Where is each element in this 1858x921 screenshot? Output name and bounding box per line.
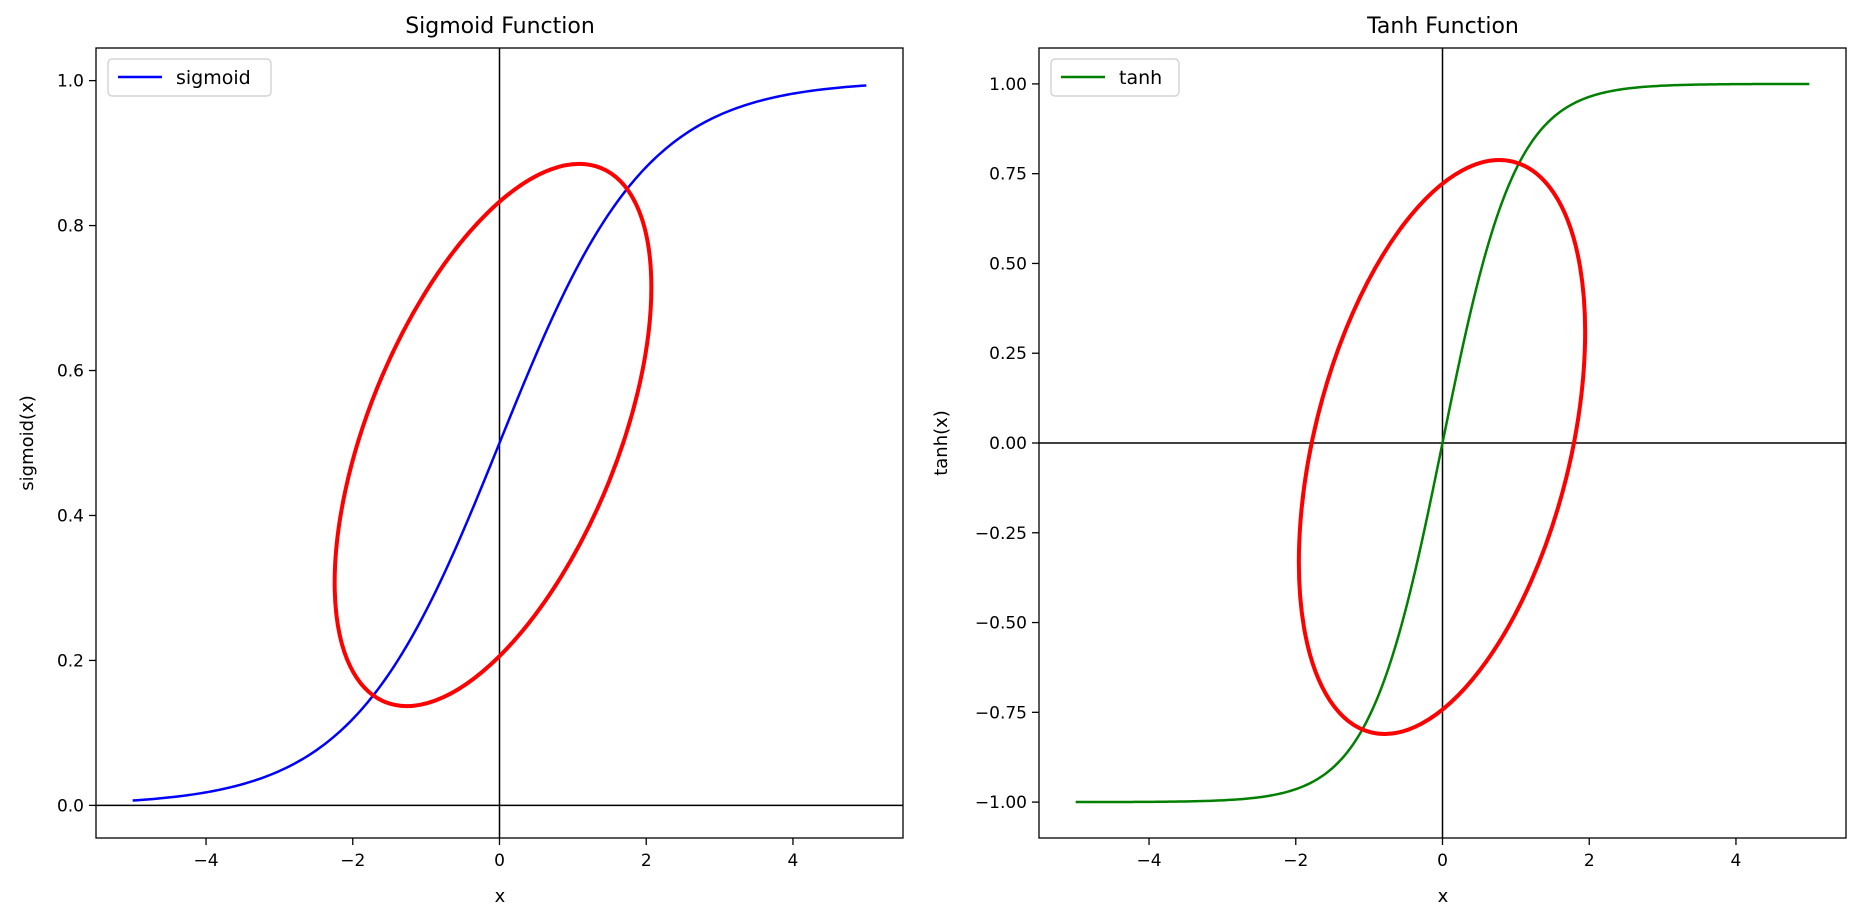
y-tick-label: 0.0 [57, 796, 84, 816]
legend-box [107, 58, 272, 97]
highlight-ellipse [332, 161, 654, 709]
sigmoid-line [132, 84, 867, 802]
sigmoid-chart: Sigmoid Function −4 −2 0 2 4 0.0 0.2 0.4 0.6 0.8… [17, 14, 904, 907]
y-tick-label: 1.0 [57, 72, 84, 92]
y-tick-label: 0.8 [57, 217, 84, 237]
x-tick-label: 0 [1437, 851, 1448, 871]
y-tick-label: −1.00 [975, 793, 1027, 813]
x-tick-label: 2 [641, 851, 652, 871]
x-tick-label: 0 [494, 851, 505, 871]
y-axis-label: tanh(x) [931, 410, 952, 476]
y-tick-label: −0.50 [975, 614, 1027, 634]
chart-title: Sigmoid Function [405, 14, 595, 39]
tanh-line [1075, 82, 1810, 804]
chart-title: Tanh Function [1366, 14, 1519, 39]
y-tick-label: 1.00 [989, 75, 1027, 95]
highlight-ellipse [1296, 158, 1588, 736]
y-tick-label: 0.4 [57, 506, 84, 526]
x-tick-label: −4 [194, 851, 219, 871]
tanh-chart: Tanh Function −4 −2 0 2 4 −1.00 −0.75 −0.50 −0.… [931, 14, 1847, 907]
x-tick-label: −2 [1283, 851, 1308, 871]
legend-box [1050, 58, 1180, 97]
x-tick-label: −4 [1137, 851, 1162, 871]
legend-label: tanh [1119, 67, 1162, 89]
legend: tanh [1050, 58, 1180, 97]
y-tick-label: 0.25 [989, 344, 1027, 364]
legend-label: sigmoid [176, 67, 251, 89]
x-axis-label: x [1438, 886, 1449, 907]
legend: sigmoid [107, 58, 272, 97]
y-tick-label: 0.50 [989, 254, 1027, 274]
y-tick-label: 0.00 [989, 434, 1027, 454]
y-tick-label: −0.75 [975, 703, 1027, 723]
y-tick-label: 0.6 [57, 362, 84, 382]
x-tick-label: 2 [1584, 851, 1595, 871]
x-tick-label: 4 [1731, 851, 1742, 871]
x-tick-label: −2 [340, 851, 365, 871]
x-axis-label: x [495, 886, 506, 907]
y-axis-label: sigmoid(x) [17, 395, 38, 490]
x-tick-label: 4 [788, 851, 799, 871]
y-tick-label: −0.25 [975, 524, 1027, 544]
y-tick-label: 0.75 [989, 165, 1027, 185]
y-tick-label: 0.2 [57, 651, 84, 671]
